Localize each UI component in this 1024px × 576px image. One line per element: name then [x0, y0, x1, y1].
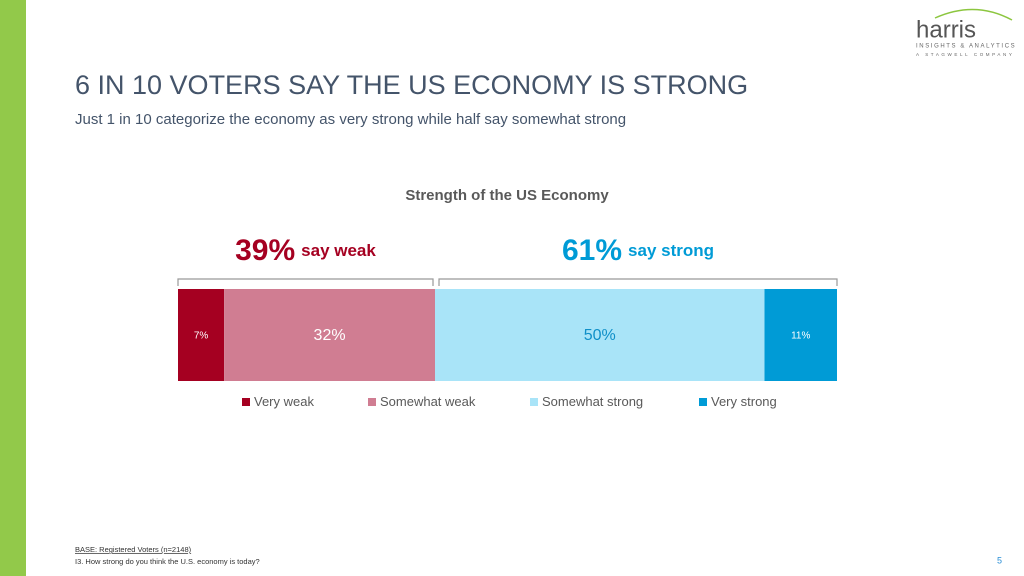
bar-segment	[224, 289, 436, 381]
footnote-base: BASE: Registered Voters (n=2148)	[75, 545, 192, 554]
legend-swatch	[368, 398, 376, 406]
annotation-value: 39%	[235, 234, 295, 267]
logo-name: harris	[916, 16, 976, 43]
bar-segment	[178, 289, 225, 381]
legend-swatch	[242, 398, 250, 406]
annotation-value: 61%	[562, 234, 622, 267]
legend-label: Very strong	[711, 394, 777, 409]
legend-swatch	[699, 398, 707, 406]
legend-swatch	[530, 398, 538, 406]
logo-arc	[934, 8, 1013, 21]
value-label: 7%	[194, 331, 209, 342]
legend-label: Somewhat weak	[380, 394, 476, 409]
slide-subtitle: Just 1 in 10 categorize the economy as v…	[75, 111, 626, 128]
annotation-text: say strong	[628, 241, 714, 260]
page-number: 5	[997, 555, 1002, 565]
bracket	[438, 278, 838, 286]
bar-segment	[764, 289, 837, 381]
logo-tagline: INSIGHTS & ANALYTICS	[916, 44, 1016, 50]
legend-label: Somewhat strong	[542, 394, 643, 409]
value-label: 32%	[314, 327, 346, 344]
value-label: 50%	[584, 327, 616, 344]
accent-bar	[0, 0, 26, 576]
footnote-question: I3. How strong do you think the U.S. eco…	[75, 557, 260, 566]
bar-segment	[435, 289, 765, 381]
chart-title: Strength of the US Economy	[405, 187, 609, 204]
annotation-text: say weak	[301, 241, 376, 260]
annotation: 61% say strong	[562, 234, 714, 267]
bracket	[177, 278, 434, 286]
legend-label: Very weak	[254, 394, 314, 409]
value-label: 11%	[791, 331, 810, 342]
annotation: 39% say weak	[235, 234, 376, 267]
slide-title: 6 IN 10 VOTERS SAY THE US ECONOMY IS STR…	[75, 70, 748, 100]
logo-parent: A STAGWELL COMPANY	[916, 52, 1014, 57]
